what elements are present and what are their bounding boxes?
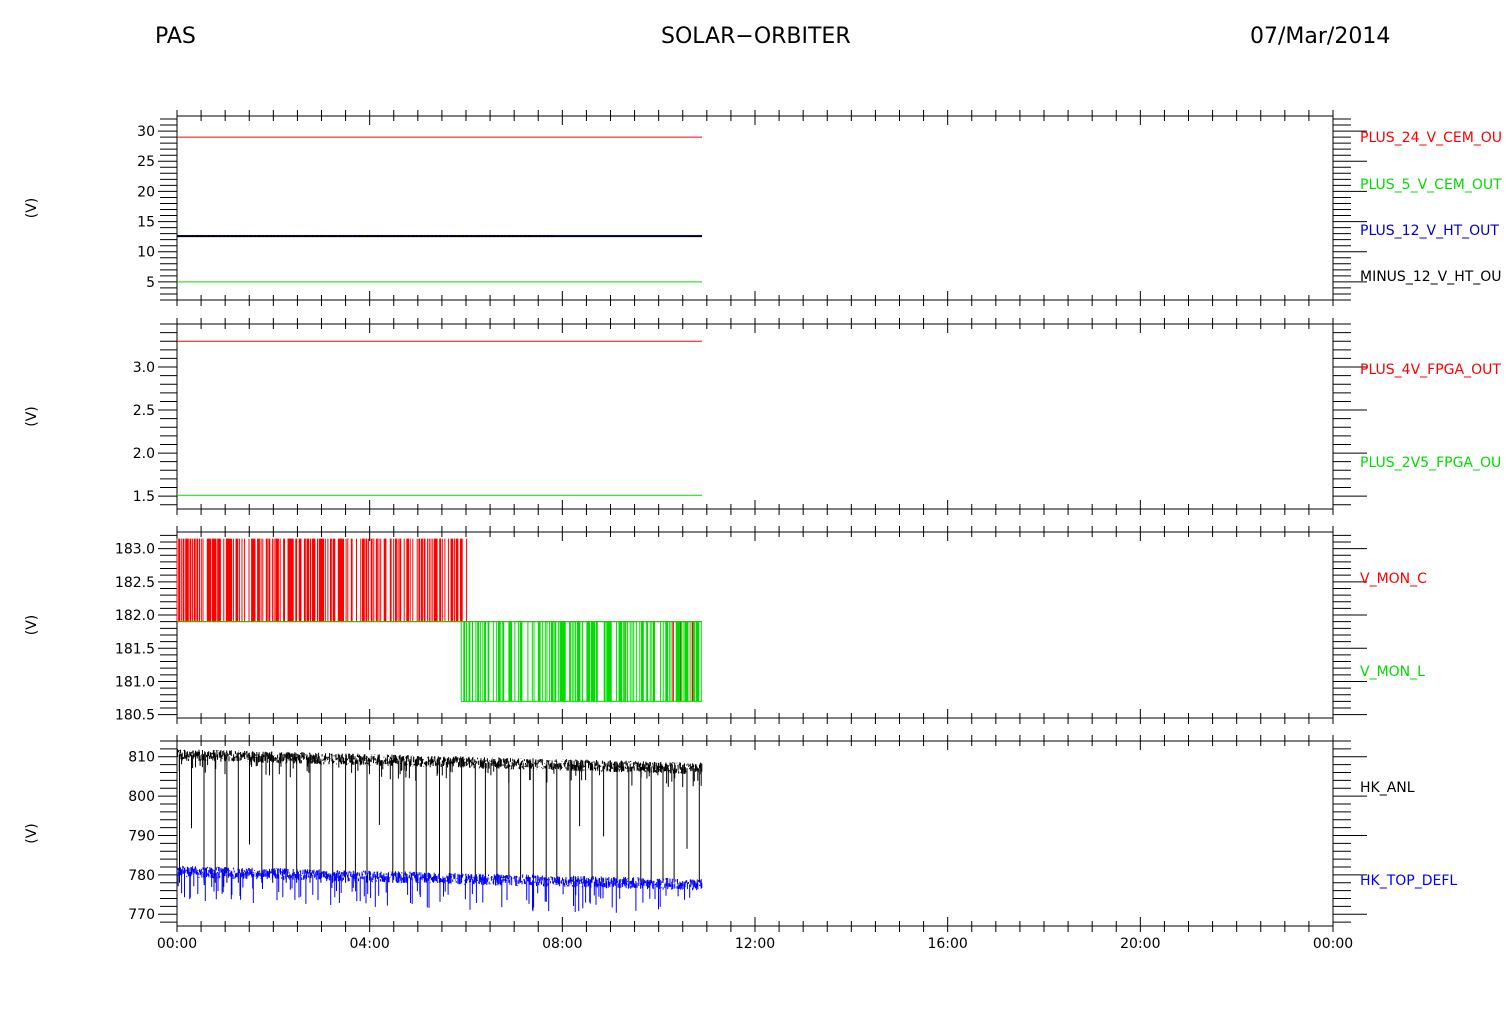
legend-minus-12-v-ht-ou: MINUS_12_V_HT_OU: [1360, 269, 1502, 285]
y-tick-label: 182.0: [115, 608, 155, 624]
series-v-mon-l: [177, 621, 703, 702]
series-dips: [179, 754, 700, 883]
y-tick-label: 2.0: [133, 446, 155, 462]
series-spikes: [624, 621, 694, 702]
y-tick-label: 30: [137, 124, 155, 140]
y-tick-label: 183.0: [115, 542, 155, 558]
x-tick-label: 04:00: [349, 936, 389, 952]
legend-plus-24-v-cem-ou: PLUS_24_V_CEM_OU: [1360, 130, 1502, 146]
x-tick-label: 16:00: [927, 936, 967, 952]
instrument-label: PAS: [155, 24, 196, 49]
series-bars: [176, 538, 468, 622]
panel-2: 1.5 2.0 2.5 3.0 (V) PLUS_4V_FPGA_OUT PLUS_2V5_…: [24, 318, 1501, 515]
y-tick-label: 1.5: [133, 489, 155, 505]
y-tick-label: 181.0: [115, 674, 155, 690]
y-tick-label: 780: [128, 868, 155, 884]
legend-plus-2v5-fpga-ou: PLUS_2V5_FPGA_OU: [1360, 455, 1501, 471]
y-tick-label: 15: [137, 215, 155, 231]
panel-3: 180.5 181.0 181.5 182.0 182.5 183.0 (V) V_MON_C…: [24, 526, 1427, 724]
plot-frame: [176, 115, 1334, 301]
y-tick-label: 770: [128, 907, 155, 923]
x-tick-label: 00:00: [157, 936, 197, 952]
series-hk-anl: [176, 749, 703, 883]
y-tick-label: 182.5: [115, 575, 155, 591]
plot-frame: [176, 531, 1334, 719]
series-trace: [176, 749, 703, 788]
y-tick-label: 810: [128, 750, 155, 766]
series-trace: [176, 865, 703, 913]
panel-1: 5 10 15 20 25 30 (V) PLUS_24_V_CEM_OU PLUS_5_V_C…: [24, 110, 1502, 306]
series-bars: [460, 621, 702, 702]
x-tick-label: 08:00: [542, 936, 582, 952]
series-minus-12-v-ht-ou: [177, 235, 703, 238]
y-tick-label: 2.5: [133, 403, 155, 419]
legend-hk-anl: HK_ANL: [1360, 780, 1415, 796]
legend-v-mon-c: V_MON_C: [1360, 571, 1427, 587]
plot-frame: [176, 323, 1334, 510]
x-tick-label: 00:00: [1313, 936, 1353, 952]
plot-frame: [176, 740, 1334, 927]
legend-plus-12-v-ht-out: PLUS_12_V_HT_OUT: [1360, 223, 1499, 239]
y-axis-label: (V): [24, 823, 40, 844]
mission-title: SOLAR−ORBITER: [661, 24, 851, 49]
y-tick-label: 3.0: [133, 360, 155, 376]
y-tick-label: 10: [137, 245, 155, 261]
x-tick-label: 20:00: [1120, 936, 1160, 952]
series-hk-top-defl: [176, 865, 703, 913]
y-tick-label: 181.5: [115, 641, 155, 657]
x-axis: 00:00 04:00 08:00 12:00 16:00 20:00 00:00: [157, 936, 1353, 952]
legend-plus-5-v-cem-out: PLUS_5_V_CEM_OUT: [1360, 177, 1502, 193]
panel-4: 770 780 790 800 810 (V) HK_ANL HK_TOP_DEFL: [24, 735, 1457, 932]
y-tick-label: 800: [128, 789, 155, 805]
legend-v-mon-l: V_MON_L: [1360, 664, 1425, 680]
legend-plus-4v-fpga-out: PLUS_4V_FPGA_OUT: [1360, 362, 1501, 378]
y-tick-label: 180.5: [115, 708, 155, 724]
y-axis-label: (V): [24, 615, 40, 636]
y-axis-label: (V): [24, 406, 40, 427]
x-tick-label: 12:00: [735, 936, 775, 952]
y-axis-label: (V): [24, 198, 40, 219]
y-tick-label: 5: [146, 275, 155, 291]
y-tick-label: 790: [128, 828, 155, 844]
y-tick-label: 20: [137, 184, 155, 200]
date-label: 07/Mar/2014: [1250, 24, 1391, 49]
y-tick-label: 25: [137, 154, 155, 170]
legend-hk-top-defl: HK_TOP_DEFL: [1360, 873, 1457, 889]
